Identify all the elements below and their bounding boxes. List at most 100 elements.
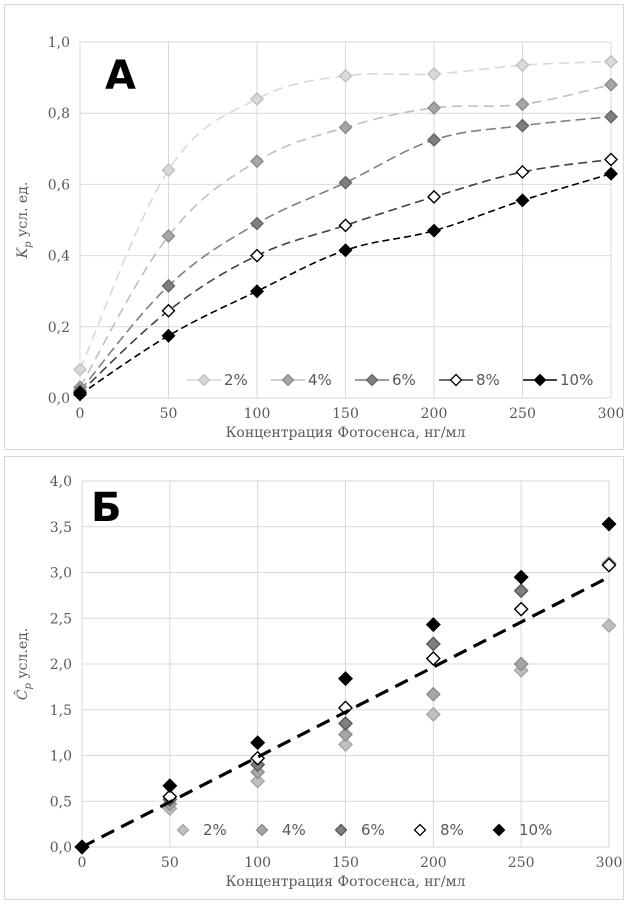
y-axis-label: Ĉp усл.ед. xyxy=(13,628,34,700)
y-tick-label: 0,0 xyxy=(48,391,70,407)
x-tick-label: 150 xyxy=(332,406,359,422)
series-10%-point xyxy=(250,284,264,299)
y-axis-label-units: усл.ед. xyxy=(15,628,31,683)
legend-marker xyxy=(492,823,506,837)
y-tick-label: 0,2 xyxy=(48,320,70,336)
series-8%-point xyxy=(161,303,176,318)
series-6%-point xyxy=(425,636,441,652)
y-tick-label: 0,5 xyxy=(50,794,72,810)
series-2%-point xyxy=(161,163,176,178)
chart-a-legend: 2% 4% 6% 8% 10% xyxy=(187,371,593,389)
series-10%-point xyxy=(425,617,441,633)
series-2%-point xyxy=(250,773,266,789)
series-4%-point xyxy=(338,726,353,742)
x-tick-label: 300 xyxy=(598,406,623,422)
y-tick-label: 2,0 xyxy=(50,657,72,673)
x-tick-label: 200 xyxy=(421,406,448,422)
x-tick-label: 150 xyxy=(332,855,359,871)
series-10%-point xyxy=(515,193,530,208)
series-4%-point xyxy=(425,686,441,702)
series-10%-point xyxy=(601,516,617,532)
x-tick-label: 250 xyxy=(508,855,535,871)
y-axis-label-subscript: p xyxy=(23,241,34,248)
series-10%-point xyxy=(73,387,87,402)
x-tick-label: 50 xyxy=(161,855,179,871)
y-axis-label: Kp усл. ед. xyxy=(15,182,34,260)
legend-label: 2% xyxy=(203,821,227,839)
series-8%-point xyxy=(250,248,264,263)
series-10%-point xyxy=(513,569,529,585)
chart-a: 0 50 100 150 200 250 300 0,0 0,2 0,4 0,6 0,8 1,0 Конц… xyxy=(15,35,623,441)
legend-marker xyxy=(334,823,348,837)
y-tick-label: 1,0 xyxy=(50,749,72,765)
legend-label: 4% xyxy=(282,821,306,839)
legend-marker xyxy=(281,373,295,387)
y-axis-label-units: усл. ед. xyxy=(15,182,31,242)
legend-label: 6% xyxy=(361,821,385,839)
y-tick-label: 2,5 xyxy=(50,611,72,627)
series-6%-point xyxy=(515,118,530,133)
legend-marker xyxy=(197,373,211,387)
legend-marker xyxy=(449,373,463,387)
series-10%-point xyxy=(338,671,353,687)
x-tick-label: 100 xyxy=(244,406,271,422)
series-4%-point xyxy=(513,656,529,672)
y-tick-label: 1,0 xyxy=(48,35,70,51)
y-tick-label: 0,8 xyxy=(48,106,70,122)
series-6%-point xyxy=(427,132,441,147)
series-10%-point xyxy=(162,778,178,794)
x-tick-label: 0 xyxy=(76,406,85,422)
series-8%-point xyxy=(604,152,618,167)
series-4%-point xyxy=(250,154,264,169)
series-6%-point xyxy=(604,109,618,124)
legend-label: 8% xyxy=(476,371,500,389)
series-6%-point xyxy=(250,216,264,231)
y-tick-label: 0,0 xyxy=(50,840,72,856)
y-tick-label: 1,5 xyxy=(50,703,72,719)
legend-label: 2% xyxy=(224,371,248,389)
series-8%-point xyxy=(338,218,353,233)
series-10%-point xyxy=(161,328,176,343)
series-2%-point xyxy=(425,706,441,722)
legend-label: 6% xyxy=(392,371,416,389)
x-axis-label: Концентрация Фотосенса, нг/мл xyxy=(226,874,466,890)
y-tick-label: 0,4 xyxy=(48,249,70,265)
series-6%-point xyxy=(161,278,176,293)
y-tick-label: 3,5 xyxy=(50,520,72,536)
series-2%-line xyxy=(79,60,612,370)
legend-label: 10% xyxy=(519,821,552,839)
x-tick-label: 300 xyxy=(596,855,623,871)
chart-b-panel: 0 50 100 150 200 250 300 0,0 0,5 1,0 1,5 2,0 2,5 3,0 3… xyxy=(4,456,624,900)
series-8%-point xyxy=(513,601,529,617)
y-tick-label: 4,0 xyxy=(50,474,72,490)
series-2%-point xyxy=(73,362,87,377)
series-2%-point xyxy=(338,68,353,83)
legend-marker xyxy=(176,823,190,837)
series-4%-point xyxy=(427,100,441,115)
series-8%-point xyxy=(601,557,617,573)
series-10%-point xyxy=(338,243,353,258)
x-tick-label: 200 xyxy=(420,855,447,871)
series-4%-point xyxy=(604,77,618,92)
series-2%-point xyxy=(515,58,530,73)
series-2%-point xyxy=(338,737,353,753)
legend-label: 10% xyxy=(560,371,593,389)
series-2%-point xyxy=(604,54,618,69)
series-4%-point xyxy=(338,120,353,135)
legend-marker xyxy=(255,823,269,837)
series-10%-point xyxy=(427,223,441,238)
trendline xyxy=(81,575,610,849)
series-4%-point xyxy=(161,229,176,244)
series-8%-point xyxy=(338,700,353,716)
series-8%-point xyxy=(515,164,530,179)
series-6%-point xyxy=(338,175,353,190)
x-tick-label: 0 xyxy=(78,855,87,871)
series-2%-point xyxy=(427,67,441,82)
chart-b-legend: 2% 4% 6% 8% 10% xyxy=(176,821,552,839)
y-axis-label-subscript: p xyxy=(23,682,34,689)
series-2%-point xyxy=(250,91,264,106)
x-tick-label: 100 xyxy=(244,855,271,871)
y-axis-label-symbol: Ĉ xyxy=(13,689,31,700)
x-tick-label: 50 xyxy=(160,406,178,422)
y-axis-label-symbol: K xyxy=(15,246,31,259)
